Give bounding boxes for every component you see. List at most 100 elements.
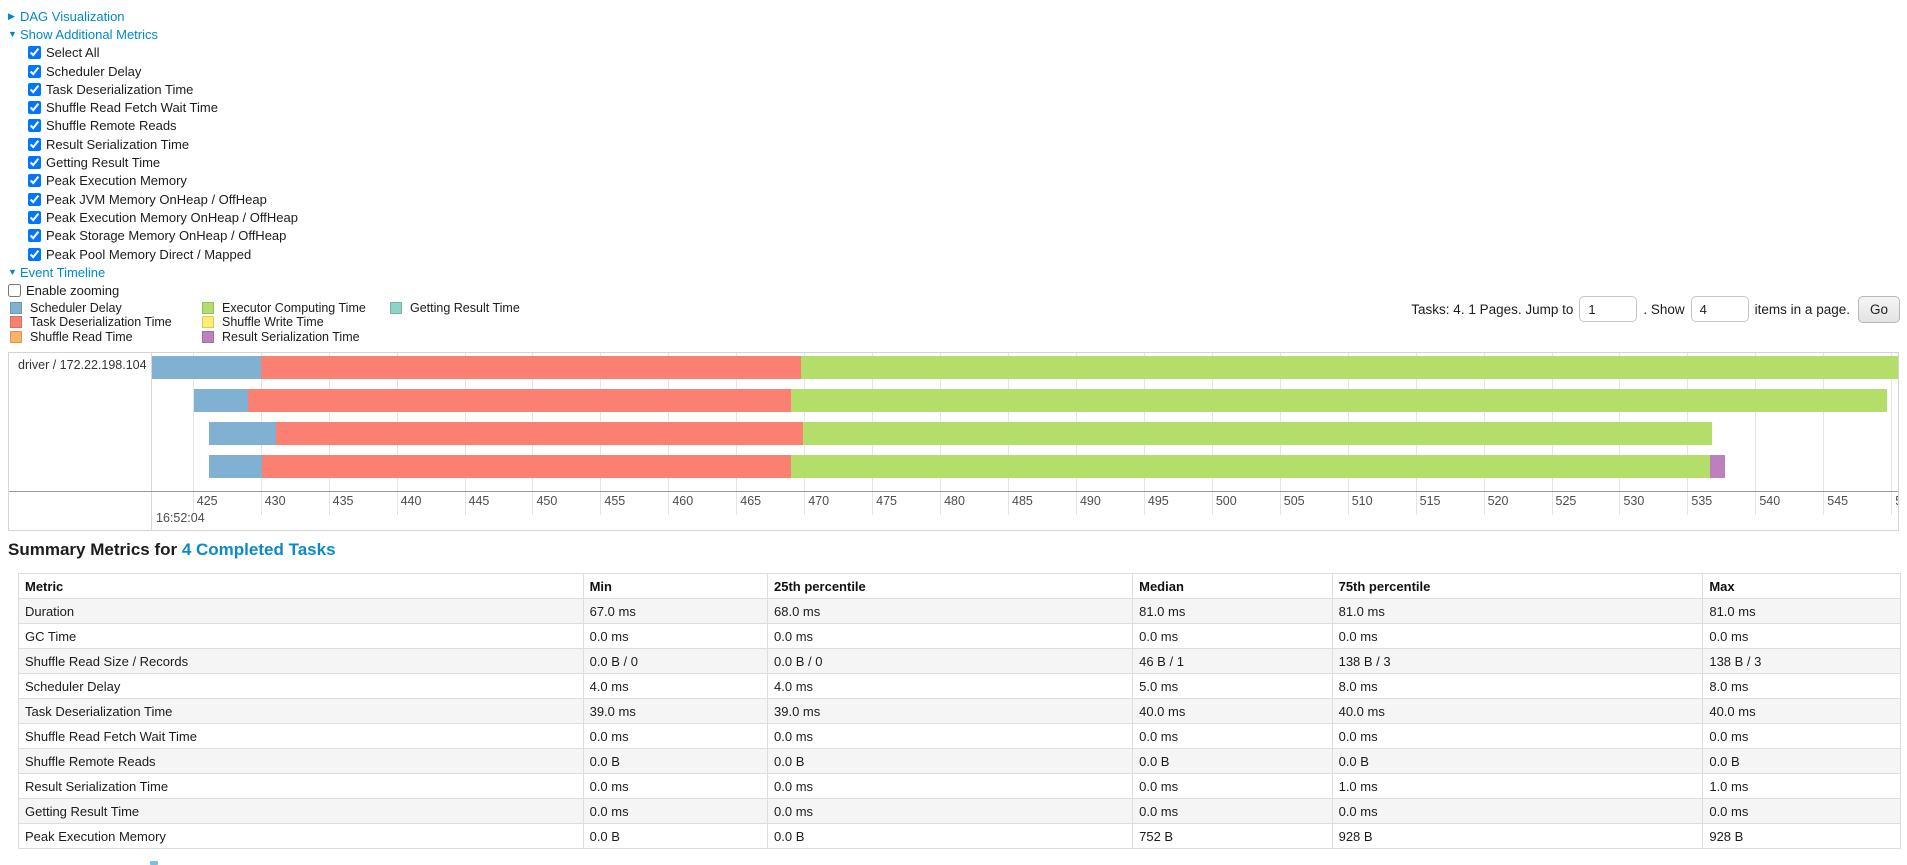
summary-metrics-table: Metric Min 25th percentile Median 75th perce… [18,573,1901,849]
axis-tick-label: 490 [1079,494,1101,508]
metric-checkbox[interactable] [28,192,41,206]
metric-checkbox[interactable] [28,82,41,96]
axis-gridline [1891,353,1893,515]
metric-checkbox[interactable] [28,64,41,78]
jump-to-page-input[interactable] [1579,296,1638,322]
table-cell: 138 B / 3 [1331,648,1704,674]
axis-tick-label: 435 [332,494,354,508]
task-segment-executor-computing[interactable] [790,455,1711,478]
metric-checkbox-label[interactable]: Peak Execution Memory OnHeap / OffHeap [28,210,298,225]
metric-checkbox[interactable] [28,46,41,60]
legend-label: Result Serialization Time [222,329,360,344]
column-header: 75th percentile [1331,573,1704,599]
task-segment-scheduler-delay[interactable] [194,389,249,412]
stage-controls: ▶ DAG Visualization ▼ Show Additional Metr… [8,7,298,300]
table-cell: 138 B / 3 [1702,648,1901,674]
table-cell: Duration [18,598,584,624]
axis-tick-label: 550 [1895,494,1898,508]
table-cell: 0.0 ms [767,773,1134,799]
task-segment-executor-computing[interactable] [802,422,1712,445]
axis-tick-label: 540 [1759,494,1781,508]
legend-label: Executor Computing Time [222,301,366,316]
metric-checkbox-label[interactable]: Peak Pool Memory Direct / Mapped [28,247,251,262]
metric-checkbox-label[interactable]: Result Serialization Time [28,137,189,152]
task-segment-task-deserialization[interactable] [260,356,802,379]
metric-checkbox-label[interactable]: Task Deserialization Time [28,82,193,97]
legend-swatch-icon [390,302,402,315]
legend-item: Result Serialization Time [202,330,366,344]
metric-checkbox-row: Task Deserialization Time [28,80,298,98]
metric-checkbox-row: Peak Storage Memory OnHeap / OffHeap [28,227,298,245]
axis-tick-label: 510 [1351,494,1373,508]
axis-tick-label: 525 [1555,494,1577,508]
axis-time-label: 16:52:04 [156,511,205,525]
task-segment-executor-computing[interactable] [790,389,1888,412]
metric-checkbox[interactable] [28,210,41,224]
metric-checkbox[interactable] [28,247,41,261]
metric-checkbox-text: Shuffle Remote Reads [46,118,177,134]
task-segment-scheduler-delay[interactable] [209,455,263,478]
completed-tasks-link[interactable]: 4 Completed Tasks [181,540,336,559]
table-cell: Task Deserialization Time [18,698,584,724]
metric-checkbox[interactable] [28,101,41,115]
axis-tick-label: 530 [1623,494,1645,508]
task-segment-task-deserialization[interactable] [248,389,791,412]
timeline-axis-line [9,491,1898,492]
go-button[interactable]: Go [1857,295,1900,323]
table-cell: 1.0 ms [1331,773,1704,799]
table-cell: 68.0 ms [767,598,1134,624]
metric-checkbox[interactable] [28,119,41,133]
task-segment-result-serialization[interactable] [1710,455,1726,478]
metric-checkbox[interactable] [28,174,41,188]
metric-checkbox-label[interactable]: Peak Execution Memory [28,173,187,188]
axis-tick-label: 465 [740,494,762,508]
metric-checkbox[interactable] [28,137,41,151]
metric-checkbox-text: Scheduler Delay [46,63,142,79]
dag-visualization-link[interactable]: ▶ DAG Visualization [8,9,125,24]
task-segment-scheduler-delay[interactable] [209,422,276,445]
pagination-suffix: items in a page. [1754,301,1850,317]
column-header: Min [582,573,769,599]
metric-checkbox-label[interactable]: Scheduler Delay [28,64,141,79]
enable-zooming-checkbox[interactable] [8,284,21,298]
enable-zooming-row: Enable zooming [8,281,298,299]
task-segment-scheduler-delay[interactable] [152,356,261,379]
event-timeline-link[interactable]: ▼ Event Timeline [8,265,105,280]
axis-tick-label: 515 [1419,494,1441,508]
metric-checkbox-text: Select All [46,45,100,61]
metric-checkbox-label[interactable]: Select All [28,45,99,60]
legend-column: Scheduler Delay Task Deserialization Time… [10,301,172,344]
executor-group-label: driver / 172.22.198.104 [18,358,147,372]
items-per-page-input[interactable] [1690,296,1749,322]
metric-checkbox-label[interactable]: Peak Storage Memory OnHeap / OffHeap [28,228,286,243]
table-cell: 928 B [1331,823,1704,849]
task-segment-task-deserialization[interactable] [262,455,791,478]
metric-checkbox-label[interactable]: Shuffle Read Fetch Wait Time [28,100,218,115]
metric-checkbox-text: Peak Pool Memory Direct / Mapped [46,246,252,262]
legend-swatch-icon [202,316,214,329]
table-cell: 8.0 ms [1702,673,1901,699]
metric-checkbox-row: Getting Result Time [28,153,298,171]
legend-column: Getting Result Time [390,301,520,315]
table-row: GC Time 0.0 ms 0.0 ms 0.0 ms 0.0 ms 0.0 ms [18,623,1901,649]
metric-checkbox-text: Task Deserialization Time [46,81,194,97]
column-header: 25th percentile [767,573,1134,599]
table-cell: 928 B [1702,823,1901,849]
metric-checkbox-label[interactable]: Peak JVM Memory OnHeap / OffHeap [28,192,267,207]
show-additional-metrics-link[interactable]: ▼ Show Additional Metrics [8,27,158,42]
axis-tick-label: 520 [1487,494,1509,508]
legend-label: Task Deserialization Time [30,315,172,330]
metric-checkbox[interactable] [28,156,41,170]
table-cell: 0.0 B / 0 [582,648,769,674]
metric-checkbox[interactable] [28,229,41,243]
task-segment-executor-computing[interactable] [801,356,1898,379]
metric-checkbox-text: Getting Result Time [46,155,161,171]
metric-checkbox-label[interactable]: Getting Result Time [28,155,160,170]
task-segment-task-deserialization[interactable] [275,422,803,445]
metric-checkbox-label[interactable]: Shuffle Remote Reads [28,118,177,133]
metric-checkbox-text: Peak Execution Memory [46,173,187,189]
axis-gridline [1823,353,1825,515]
event-timeline-chart: driver / 172.22.198.104 425 430 435 440 445 4… [8,352,1899,531]
dag-visualization-label: DAG Visualization [20,8,125,24]
table-cell: 752 B [1132,823,1333,849]
